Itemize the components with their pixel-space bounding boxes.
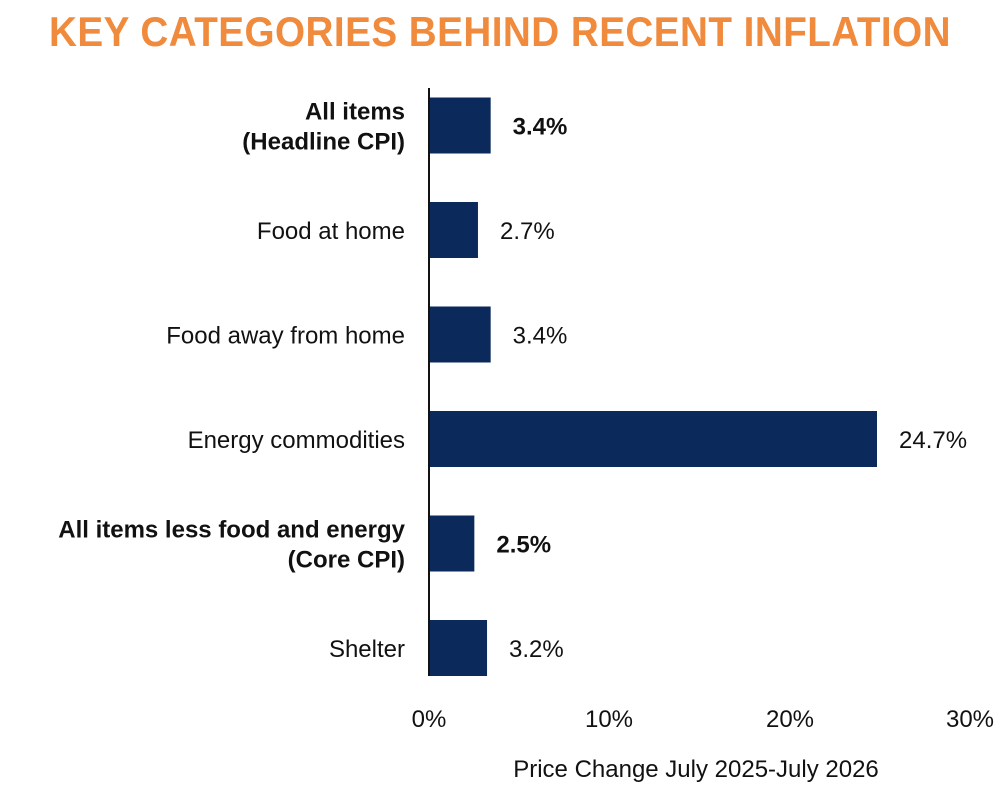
bar-3 <box>429 411 877 467</box>
x-tick-label-3: 30% <box>946 706 994 733</box>
category-label-0: All items (Headline CPI) <box>242 99 405 156</box>
chart-title: KEY CATEGORIES BEHIND RECENT INFLATION <box>49 8 951 55</box>
x-axis-title: Price Change July 2025-July 2026 <box>513 756 879 783</box>
x-tick-label-1: 10% <box>585 706 633 733</box>
bar-1 <box>429 202 478 258</box>
category-label-4: All items less food and energy (Core CPI) <box>58 517 405 574</box>
bar-2 <box>429 306 491 363</box>
category-label-5: Shelter <box>329 636 405 663</box>
category-labels-group: All items (Headline CPI) Food at home Food … <box>58 99 405 664</box>
value-labels-group: 3.4% 2.7% 3.4% 24.7% 2.5% 3.2% <box>496 114 967 664</box>
category-label-3: Energy commodities <box>188 427 405 454</box>
value-label-3: 24.7% <box>899 427 967 454</box>
bar-4 <box>429 515 475 572</box>
value-label-2: 3.4% <box>513 323 568 350</box>
value-label-1: 2.7% <box>500 218 555 245</box>
category-label-2: Food away from home <box>166 323 405 350</box>
bar-5 <box>429 620 488 676</box>
category-label-1: Food at home <box>257 218 405 245</box>
x-tick-labels-group: 0% 10% 20% 30% <box>412 706 994 733</box>
bar-0 <box>429 97 491 154</box>
x-tick-label-2: 20% <box>766 706 814 733</box>
bars-group <box>429 97 877 676</box>
value-label-5: 3.2% <box>509 636 564 663</box>
value-label-4: 2.5% <box>496 532 551 559</box>
x-tick-label-0: 0% <box>412 706 447 733</box>
value-label-0: 3.4% <box>513 114 568 141</box>
